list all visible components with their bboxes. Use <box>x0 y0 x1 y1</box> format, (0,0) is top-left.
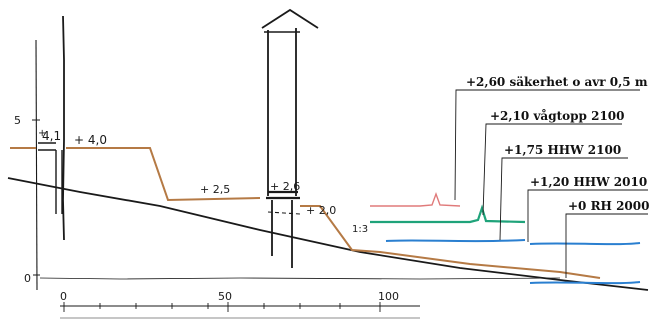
left-box <box>38 142 56 151</box>
level-label-hhw2100: +1,75 HHW 2100 <box>504 143 621 157</box>
x-tick-50: 50 <box>218 290 232 303</box>
vertical-tick-5: 5 <box>14 114 21 127</box>
leader-hhw2010 <box>527 189 648 242</box>
label-mid: + 2,5 <box>200 183 230 196</box>
level-label-rh2000: +0 RH 2000 <box>568 199 649 213</box>
label-slope: 1:3 <box>352 224 368 235</box>
label-plateau: + 4,0 <box>74 133 107 147</box>
leader-hhw2100 <box>499 157 628 241</box>
x-tick-0: 0 <box>60 290 67 303</box>
ground-line <box>7 177 649 291</box>
surface-profile <box>10 147 601 279</box>
baseline-zero <box>39 277 561 280</box>
rh2000-line <box>529 281 641 285</box>
leader-wave <box>482 123 622 216</box>
label-left-top: 4,1 <box>42 129 61 143</box>
level-label-wave: +2,10 vågtopp 2100 <box>490 108 625 123</box>
x-tick-100: 100 <box>378 290 399 303</box>
hhw2100-line <box>385 239 526 243</box>
left-pole <box>62 15 65 241</box>
vertical-scale <box>35 39 38 291</box>
vertical-tick-0: 0 <box>24 272 31 285</box>
tower-dashed <box>267 211 301 215</box>
tower-base <box>266 190 300 200</box>
left-pole-base <box>55 150 63 214</box>
tower-roof <box>261 8 319 29</box>
leader-safety <box>454 89 640 201</box>
label-left-plus: + <box>38 128 46 139</box>
label-bank: + 2,0 <box>306 204 336 217</box>
label-house: + 2,6 <box>270 180 300 193</box>
x-scale-ticks <box>63 302 381 312</box>
safety-line <box>370 191 461 207</box>
tower-walls <box>267 28 297 268</box>
level-label-safety: +2,60 säkerhet o avr 0,5 m <box>466 75 648 89</box>
level-label-hhw2010: +1,20 HHW 2010 <box>530 175 647 189</box>
leader-rh2000 <box>565 213 648 278</box>
vertical-scale-ticks <box>32 119 40 276</box>
hhw2010-line <box>529 242 641 246</box>
wave-line <box>370 204 526 224</box>
